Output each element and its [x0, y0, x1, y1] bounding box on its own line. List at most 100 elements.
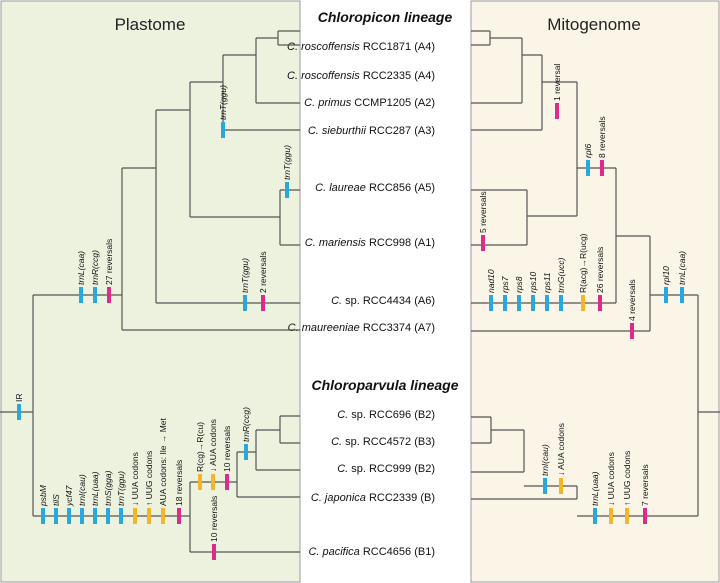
mitogenome-event-markers: [481, 103, 684, 524]
mitogenome-title: Mitogenome: [547, 15, 641, 34]
gene-gain-marker: [244, 444, 248, 460]
event-label: rpl10: [661, 266, 671, 285]
event-label: R(acg)→R(ucg): [578, 233, 588, 293]
event-label: trnL(uaa): [90, 471, 100, 506]
event-label: trnR(ccg): [90, 250, 100, 285]
plastome-event-labels: IR trnT(ggu) trnT(ggu) trnL(caa) trnR(cc…: [14, 85, 292, 542]
taxon-label: C. japonica RCC2339 (B): [311, 492, 435, 504]
gene-gain-marker: [243, 295, 247, 311]
event-label: ↓ UUA codons: [606, 452, 616, 506]
lineage-chloroparvula-heading: Chloroparvula lineage: [311, 377, 458, 393]
tree-branch: [471, 55, 577, 131]
reversal-marker: [177, 508, 181, 524]
reversal-marker: [107, 287, 111, 303]
gene-gain-marker: [17, 404, 21, 420]
gene-gain-marker: [106, 508, 110, 524]
event-label: 7 reversals: [640, 464, 650, 506]
gene-gain-marker: [79, 287, 83, 303]
tree-branch: [697, 295, 720, 516]
event-label: 27 reversals: [104, 239, 114, 285]
taxon-label: C. sp. RCC696 (B2): [337, 409, 435, 421]
event-label: trnL(caa): [677, 251, 687, 285]
reversal-marker: [600, 160, 604, 176]
taxon-label: C. maureeniae RCC3374 (A7): [288, 322, 435, 334]
taxon-label: C. primus CCMP1205 (A2): [304, 97, 435, 109]
event-label: 10 reversals: [222, 426, 232, 472]
event-label: 5 reversals: [478, 191, 488, 233]
reversal-marker: [261, 295, 265, 311]
event-label: trnT(ggu): [240, 258, 250, 293]
event-label: trnI(cau): [540, 444, 550, 476]
mitogenome-event-labels: 1 reversal rpl6 8 reversals 5 reversals …: [478, 64, 687, 506]
codon-change-marker: [609, 508, 613, 524]
event-label: ↓ UUA codons: [130, 452, 140, 506]
event-label: IR: [14, 394, 24, 403]
taxon-label: C. laureae RCC856 (A5): [315, 182, 435, 194]
event-label: ↓ AUA codons: [556, 423, 566, 476]
gene-gain-marker: [543, 478, 547, 494]
tree-branch: [0, 295, 34, 516]
event-label: ↑ UUG codons: [144, 451, 154, 506]
gene-gain-marker: [593, 508, 597, 524]
event-label: trnL(uaa): [590, 471, 600, 506]
codon-change-marker: [161, 508, 165, 524]
gene-gain-marker: [54, 508, 58, 524]
event-label: 1 reversal: [552, 64, 562, 101]
event-label: trnG(ucc): [556, 257, 566, 293]
reversal-marker: [212, 544, 216, 560]
gene-gain-marker: [80, 508, 84, 524]
gene-gain-marker: [221, 122, 225, 138]
codon-change-marker: [211, 474, 215, 490]
plastome-event-markers: [17, 122, 289, 560]
tree-branch: [471, 30, 522, 46]
gene-gain-marker: [517, 295, 521, 311]
plastome-title: Plastome: [115, 15, 186, 34]
event-label: 10 reversals: [209, 496, 219, 542]
event-label: nad10: [486, 269, 496, 293]
gene-gain-marker: [559, 295, 563, 311]
taxon-label: C. sp. RCC4434 (A6): [331, 295, 435, 307]
gene-gain-marker: [285, 182, 289, 198]
plastome-tree: [0, 30, 300, 553]
gene-gain-marker: [531, 295, 535, 311]
tree-branch: [471, 486, 698, 517]
tree-branch: [576, 82, 616, 216]
codon-change-marker: [198, 474, 202, 490]
taxon-label: C. pacifica RCC4656 (B1): [308, 546, 435, 558]
tree-branch: [471, 236, 698, 332]
gene-gain-marker: [545, 295, 549, 311]
gene-gain-marker: [489, 295, 493, 311]
event-label: 8 reversals: [597, 116, 607, 158]
tree-branch: [156, 82, 191, 217]
tree-branch: [471, 168, 650, 304]
event-label: psbM: [38, 484, 48, 507]
gene-gain-marker: [93, 287, 97, 303]
event-label: trnI(cau): [77, 474, 87, 506]
reversal-marker: [555, 103, 559, 119]
gene-gain-marker: [119, 508, 123, 524]
taxon-label: C. roscoffensis RCC1871 (A4): [287, 41, 435, 53]
tree-branch: [122, 110, 300, 304]
event-label: trnT(ggu): [218, 85, 228, 120]
event-label: trnR(ccg): [241, 407, 251, 442]
gene-gain-marker: [503, 295, 507, 311]
event-label: rps7: [500, 276, 510, 293]
event-label: 4 reversals: [627, 279, 637, 321]
taxon-label: C. roscoffensis RCC2335 (A4): [287, 70, 435, 82]
event-label: AUA codons: Ile → Met: [158, 417, 168, 506]
tree-branch: [471, 416, 524, 444]
event-label: trnT(ggu): [282, 145, 292, 180]
tree-branch: [471, 189, 577, 246]
tree-branch: [471, 430, 577, 487]
event-label: 18 reversals: [174, 460, 184, 506]
gene-gain-marker: [93, 508, 97, 524]
event-label: rpl6: [583, 144, 593, 158]
reversal-marker: [598, 295, 602, 311]
reversal-marker: [225, 474, 229, 490]
reversal-marker: [481, 235, 485, 251]
event-label: rps10: [528, 271, 538, 293]
codon-change-marker: [581, 295, 585, 311]
mitogenome-tree: [471, 30, 720, 517]
event-label: 2 reversals: [258, 251, 268, 293]
